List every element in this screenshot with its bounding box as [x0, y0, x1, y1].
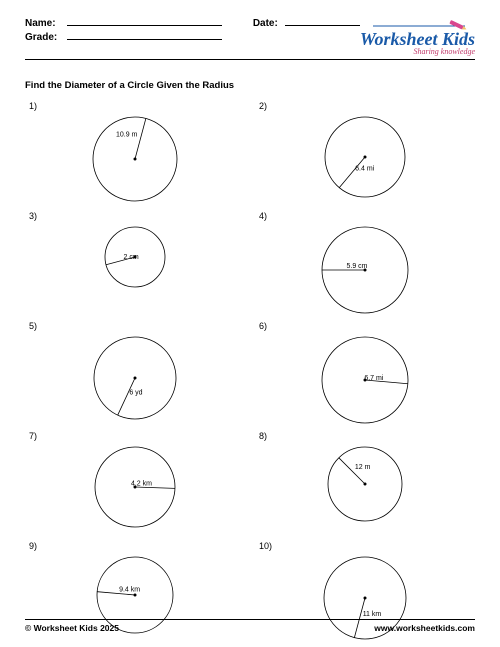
radius-label: 10.9 m — [116, 132, 138, 139]
problem-number: 6) — [255, 321, 475, 331]
name-field: Name: — [25, 18, 233, 29]
footer-copyright: © Worksheet Kids 2025 — [25, 623, 119, 633]
circle-area: 4.2 km — [25, 442, 245, 536]
circle-area: 12 m — [255, 442, 475, 536]
grade-line — [67, 39, 222, 40]
footer-url: www.worksheetkids.com — [374, 623, 475, 633]
worksheet-title: Find the Diameter of a Circle Given the … — [25, 80, 475, 91]
problem-number: 7) — [25, 431, 245, 441]
circle-diagram: 12 m — [323, 442, 407, 526]
center-dot — [134, 158, 137, 161]
problem: 8) 12 m — [255, 431, 475, 536]
circle-diagram: 10.9 m — [88, 112, 182, 206]
problem: 4) 5.9 cm — [255, 211, 475, 316]
date-field: Date: — [253, 18, 360, 29]
header-rule — [25, 59, 475, 60]
footer-rule — [25, 619, 475, 620]
circle-diagram: 2 cm — [100, 222, 170, 292]
date-line — [285, 25, 360, 26]
radius-label: 4.2 km — [131, 481, 152, 488]
date-label: Date: — [253, 18, 285, 29]
problem: 2) 6.4 mi — [255, 101, 475, 206]
header: Name: Grade: Date: Worksheet Kids Sharin… — [25, 18, 475, 56]
problem: 5) 6 yd — [25, 321, 245, 426]
circle-diagram: 6.4 mi — [320, 112, 410, 202]
circle-diagram: 5.9 cm — [317, 222, 413, 318]
radius-label: 12 m — [355, 464, 371, 471]
circle-area: 2 cm — [25, 222, 245, 316]
problem-number: 9) — [25, 541, 245, 551]
grade-field: Grade: — [25, 32, 233, 43]
logo-text-main: Worksheet Kids — [360, 30, 475, 48]
circle-diagram: 6 yd — [89, 332, 181, 424]
problem-number: 4) — [255, 211, 475, 221]
circle-area: 5.9 cm — [255, 222, 475, 318]
circle-area: 6 yd — [25, 332, 245, 426]
center-dot — [364, 156, 367, 159]
radius-label: 6 yd — [129, 390, 142, 397]
center-dot — [134, 377, 137, 380]
problem: 1) 10.9 m — [25, 101, 245, 206]
radius-label: 6.7 mi — [364, 375, 384, 382]
problem-number: 10) — [255, 541, 475, 551]
problem: 3) 2 cm — [25, 211, 245, 316]
radius-label: 9.4 km — [119, 586, 140, 593]
logo: Worksheet Kids Sharing knowledge — [360, 18, 475, 56]
problem-number: 3) — [25, 211, 245, 221]
center-dot — [364, 597, 367, 600]
center-dot — [364, 483, 367, 486]
name-line — [67, 25, 222, 26]
problems-grid: 1) 10.9 m 2) 6.4 mi 3) 2 cm 4) 5.9 cm 5) 6 yd 6) 6.… — [25, 101, 475, 646]
circle-diagram: 4.2 km — [90, 442, 180, 532]
problem: 6) 6.7 mi — [255, 321, 475, 426]
footer: © Worksheet Kids 2025 www.worksheetkids.… — [25, 619, 475, 633]
circle-diagram: 6.7 mi — [317, 332, 413, 428]
circle-area: 10.9 m — [25, 112, 245, 206]
grade-label: Grade: — [25, 32, 67, 43]
problem-number: 8) — [255, 431, 475, 441]
radius-label: 6.4 mi — [355, 165, 375, 172]
problem-number: 2) — [255, 101, 475, 111]
center-dot — [134, 594, 137, 597]
problem-number: 5) — [25, 321, 245, 331]
problem-number: 1) — [25, 101, 245, 111]
radius-label: 2 cm — [124, 254, 139, 261]
radius-label: 5.9 cm — [347, 263, 368, 270]
circle-area: 6.4 mi — [255, 112, 475, 206]
radius-label: 11 km — [363, 611, 382, 618]
problem: 7) 4.2 km — [25, 431, 245, 536]
circle-area: 6.7 mi — [255, 332, 475, 428]
name-label: Name: — [25, 18, 67, 29]
